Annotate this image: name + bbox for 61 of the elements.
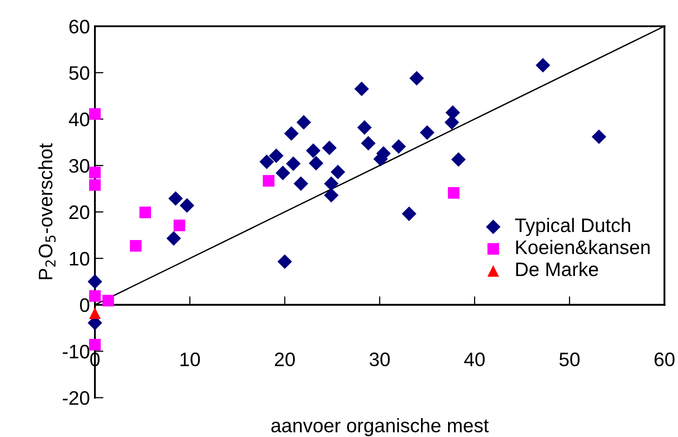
point — [139, 206, 152, 218]
point — [357, 120, 372, 135]
point — [262, 175, 274, 187]
y-tick-label: 50 — [69, 66, 90, 80]
point — [330, 164, 346, 180]
point — [89, 166, 101, 178]
point — [89, 338, 101, 351]
x-tick-label: 10 — [180, 352, 200, 366]
point — [448, 187, 460, 199]
point — [324, 188, 339, 203]
point — [168, 191, 183, 206]
point — [89, 108, 101, 120]
point — [180, 198, 194, 213]
point — [284, 126, 299, 141]
y-tick-label: -20 — [62, 391, 90, 405]
point — [286, 156, 301, 171]
x-tick-label: 20 — [274, 352, 295, 366]
point — [420, 125, 434, 140]
x-tick-label: 40 — [464, 352, 485, 366]
point — [166, 231, 181, 246]
x-tick-label: 30 — [370, 352, 390, 366]
point — [277, 254, 292, 269]
y-tick-label: 60 — [69, 20, 90, 34]
point — [592, 129, 606, 144]
y-axis-title: P$_{2}$O$_{5}$-overschot — [38, 143, 56, 280]
point — [89, 290, 101, 302]
point — [130, 240, 142, 252]
y-tick-label: -10 — [62, 344, 90, 358]
point — [296, 115, 312, 130]
x-tick-label: 50 — [559, 352, 580, 366]
point — [444, 115, 460, 130]
point — [451, 152, 466, 167]
x-tick-label: 60 — [654, 352, 674, 366]
point — [354, 82, 369, 96]
legend-label: De Marke — [516, 262, 598, 276]
point — [88, 274, 102, 289]
point — [322, 140, 337, 156]
point — [402, 206, 416, 222]
point — [409, 70, 424, 86]
point — [391, 139, 406, 154]
point — [306, 143, 321, 158]
point — [174, 220, 186, 232]
legend-label: Typical Dutch — [515, 218, 630, 236]
y-tick-label: 0 — [80, 298, 90, 312]
y-tick-label: 30 — [69, 158, 90, 173]
y-tick-label: 20 — [69, 205, 90, 220]
x-axis-title: aanvoer organische mest — [271, 418, 489, 436]
point — [276, 166, 290, 180]
point — [324, 176, 339, 191]
y-tick-label: 10 — [70, 252, 90, 266]
point — [102, 294, 114, 306]
point — [536, 58, 550, 73]
point — [294, 176, 308, 191]
y-tick-label: 40 — [68, 112, 90, 126]
point — [308, 156, 324, 170]
point — [89, 307, 101, 319]
point — [268, 148, 284, 164]
point — [361, 136, 376, 151]
point — [89, 179, 101, 191]
legend-label: Koeien&kansen — [516, 240, 650, 254]
point — [259, 154, 274, 170]
